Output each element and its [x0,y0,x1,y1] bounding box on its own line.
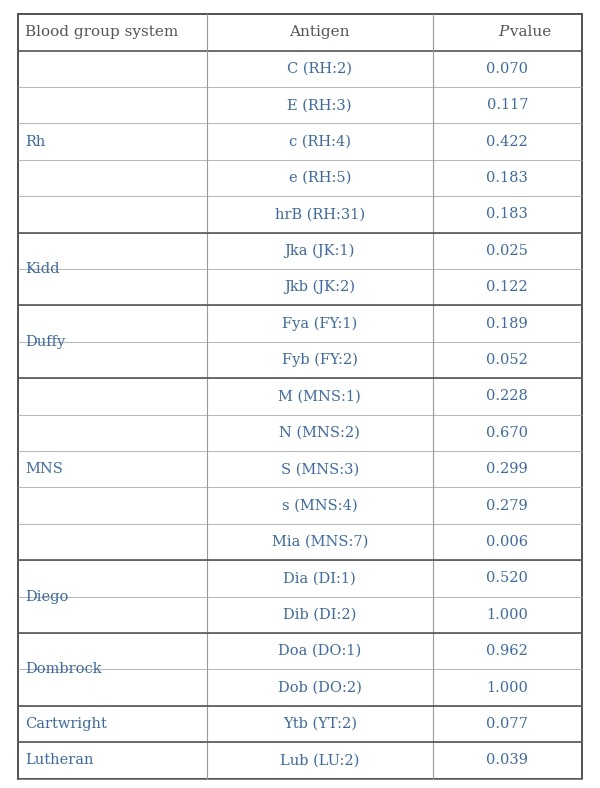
Text: 0.006: 0.006 [486,535,529,549]
Text: Doa (DO:1): Doa (DO:1) [278,644,361,658]
Text: Fya (FY:1): Fya (FY:1) [282,316,358,331]
Text: 0.077: 0.077 [487,717,528,731]
Text: P: P [498,25,509,39]
Text: s (MNS:4): s (MNS:4) [282,499,358,512]
Text: Kidd: Kidd [25,262,60,276]
Text: 0.117: 0.117 [487,98,528,112]
Text: Lutheran: Lutheran [25,753,94,768]
Text: Cartwright: Cartwright [25,717,107,731]
Text: 0.189: 0.189 [487,317,528,331]
Text: C (RH:2): C (RH:2) [287,61,352,76]
Text: 0.070: 0.070 [486,61,528,76]
Text: MNS: MNS [25,462,63,476]
Text: Blood group system: Blood group system [25,25,178,39]
Text: Jkb (JK:2): Jkb (JK:2) [284,280,355,295]
Text: 0.183: 0.183 [487,171,528,185]
Text: 0.299: 0.299 [487,462,528,476]
Text: hrB (RH:31): hrB (RH:31) [275,207,365,221]
Text: Dib (DI:2): Dib (DI:2) [283,608,356,622]
Text: Fyb (FY:2): Fyb (FY:2) [282,353,358,367]
Text: 0.279: 0.279 [487,499,528,512]
Text: 0.228: 0.228 [487,389,528,403]
Text: Dia (DI:1): Dia (DI:1) [283,571,356,585]
Text: 0.520: 0.520 [487,571,528,585]
Text: 0.422: 0.422 [487,135,528,149]
Text: 1.000: 1.000 [487,681,528,694]
Text: N (MNS:2): N (MNS:2) [280,426,360,440]
Text: Diego: Diego [25,589,68,604]
Text: Dombrock: Dombrock [25,663,102,676]
Text: e (RH:5): e (RH:5) [289,171,351,185]
Text: 0.962: 0.962 [487,644,528,658]
Text: Rh: Rh [25,135,46,149]
Text: 0.052: 0.052 [487,353,528,367]
Text: 0.183: 0.183 [487,207,528,221]
Text: Jka (JK:1): Jka (JK:1) [284,243,355,258]
Text: M (MNS:1): M (MNS:1) [278,389,361,403]
Text: 0.025: 0.025 [487,243,528,258]
Text: value: value [505,25,552,39]
Text: Antigen: Antigen [289,25,350,39]
Text: Mia (MNS:7): Mia (MNS:7) [272,535,368,549]
Text: S (MNS:3): S (MNS:3) [281,462,359,476]
Text: 0.122: 0.122 [487,281,528,294]
Text: 0.039: 0.039 [486,753,528,768]
Text: Ytb (YT:2): Ytb (YT:2) [283,717,357,731]
Text: 1.000: 1.000 [487,608,528,622]
Text: E (RH:3): E (RH:3) [287,98,352,112]
Text: c (RH:4): c (RH:4) [289,135,351,149]
Text: Lub (LU:2): Lub (LU:2) [280,753,359,768]
Text: Duffy: Duffy [25,335,65,349]
Text: Dob (DO:2): Dob (DO:2) [278,681,362,694]
Text: 0.670: 0.670 [486,426,528,440]
